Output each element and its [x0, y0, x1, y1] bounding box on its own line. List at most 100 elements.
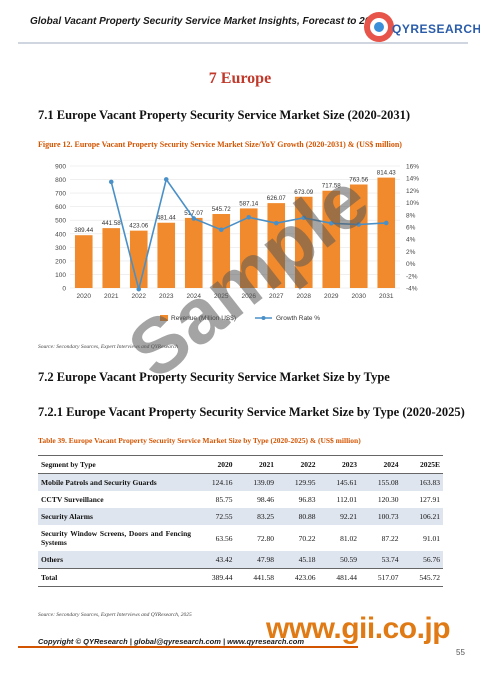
bar-data-label: 763.56 [349, 176, 368, 183]
y-left-tick-label: 400 [55, 231, 66, 238]
y-right-tick-label: 8% [406, 212, 416, 219]
y-right-tick-label: 2% [406, 249, 416, 256]
x-tick-label: 2031 [379, 293, 394, 300]
bar-data-label: 389.44 [74, 227, 93, 234]
table-cell: 423.06 [277, 568, 319, 587]
bar [129, 230, 148, 288]
bar-data-label: 441.58 [102, 220, 121, 227]
table-cell: 127.91 [419, 495, 440, 504]
growth-point [301, 215, 307, 221]
growth-point [191, 216, 197, 221]
table-cell: Security Alarms [38, 508, 194, 525]
y-left-tick-label: 700 [55, 191, 66, 198]
table-row: Others 43.42 47.98 45.18 50.59 53.74 56.… [38, 551, 443, 569]
table-cell: 43.42 [194, 551, 236, 569]
table-caption: Table 39. Europe Vacant Property Securit… [38, 436, 361, 445]
y-right-tick-label: 6% [406, 225, 416, 232]
y-right-tick-label: -2% [406, 273, 418, 280]
table-header: 2021 [235, 455, 277, 474]
table-cell: Security Window Screens, Doors and Fenci… [41, 529, 191, 547]
y-left-tick-label: 500 [55, 218, 66, 225]
table-header: 2020 [194, 455, 236, 474]
x-tick-label: 2030 [352, 293, 367, 300]
y-right-tick-label: 14% [406, 176, 419, 183]
x-tick-label: 2023 [159, 293, 174, 300]
table-cell: 155.08 [360, 473, 402, 491]
table-cell: 517.07 [360, 568, 402, 587]
growth-point [136, 286, 142, 292]
table-cell: 163.83 [401, 473, 443, 491]
figure-caption: Figure 12. Europe Vacant Property Securi… [38, 140, 402, 149]
table-cell: 129.95 [277, 473, 319, 491]
qyresearch-logo [364, 12, 394, 42]
table-cell: 72.55 [194, 508, 236, 525]
table-header: 2025E [401, 455, 443, 474]
growth-point [328, 220, 334, 226]
growth-point [273, 220, 279, 226]
subsection-title-7-1: 7.1 Europe Vacant Property Security Serv… [38, 108, 411, 122]
bar-data-label: 481.44 [157, 215, 176, 222]
table-cell: 53.74 [360, 551, 402, 569]
bar-data-label: 423.06 [129, 223, 148, 230]
x-tick-label: 2022 [132, 293, 147, 300]
bar-data-label: 717.58 [322, 183, 341, 190]
x-tick-label: 2029 [324, 293, 339, 300]
table-cell: 87.22 [381, 533, 399, 543]
y-left-tick-label: 600 [55, 204, 66, 211]
table-cell: 100.73 [360, 508, 402, 525]
bar [102, 228, 121, 288]
table-cell: 92.21 [318, 508, 360, 525]
section-title: 7 Europe [208, 70, 272, 87]
bar-data-label: 517.07 [184, 210, 203, 217]
table-row: Security Alarms 72.55 83.25 80.88 92.21 … [38, 508, 443, 525]
table-header: 2023 [318, 455, 360, 474]
table-header: 2022 [277, 455, 319, 474]
header-title: Global Vacant Property Security Service … [30, 16, 382, 27]
footer-copyright: Copyright © QYResearch | global@qyresear… [38, 637, 305, 646]
table-cell: 106.21 [401, 508, 443, 525]
bar [377, 177, 396, 288]
table-cell: 50.59 [318, 551, 360, 569]
growth-point [218, 227, 224, 233]
bar [212, 214, 231, 288]
y-right-tick-label: 10% [406, 200, 419, 207]
growth-point [108, 179, 114, 185]
x-tick-label: 2024 [187, 293, 202, 300]
y-right-tick-label: 16% [406, 164, 419, 171]
table-cell: 56.76 [401, 551, 443, 569]
table-cell: 45.18 [277, 551, 319, 569]
legend-swatch-revenue [160, 315, 168, 321]
y-right-tick-label: 0% [406, 261, 416, 268]
y-right-tick-label: -4% [406, 286, 418, 293]
subsection-title-7-2-1: 7.2.1 Europe Vacant Property Security Se… [38, 405, 465, 419]
bar [74, 235, 93, 288]
legend-marker-growth [261, 316, 266, 320]
x-tick-label: 2025 [214, 293, 229, 300]
y-left-tick-label: 800 [55, 177, 66, 184]
y-right-tick-label: 12% [406, 188, 419, 195]
table-cell: 98.46 [257, 495, 274, 504]
table-cell: 120.30 [377, 495, 399, 504]
table-cell: 145.61 [318, 473, 360, 491]
market-size-chart: 0 100 200 300 400 500 600 700 800 900 -4% -2% 0% 2% 4%… [55, 164, 419, 323]
logo-text: QYRESEARCH [392, 22, 480, 36]
table-cell: 83.25 [235, 508, 277, 525]
y-left-tick-label: 0 [62, 286, 66, 293]
table-header: 2024 [360, 455, 402, 474]
x-tick-label: 2020 [77, 293, 92, 300]
y-right-tick-label: 4% [406, 237, 416, 244]
table-cell: Total [38, 568, 194, 587]
table-cell: 81.02 [340, 533, 357, 543]
table-cell: 481.44 [318, 568, 360, 587]
bar-data-label: 587.14 [239, 200, 258, 207]
bar [184, 217, 203, 288]
footer-divider [18, 646, 358, 648]
table-header-row: Segment by Type 2020 2021 2022 2023 2024… [38, 455, 443, 474]
table-cell: 441.58 [235, 568, 277, 587]
bar [322, 190, 341, 288]
x-tick-label: 2021 [104, 293, 119, 300]
table-row: CCTV Surveillance 85.75 98.46 96.83 112.… [38, 491, 443, 508]
y-left-tick-label: 900 [55, 164, 66, 171]
table-cell: 545.72 [401, 568, 443, 587]
table-cell: 80.88 [277, 508, 319, 525]
